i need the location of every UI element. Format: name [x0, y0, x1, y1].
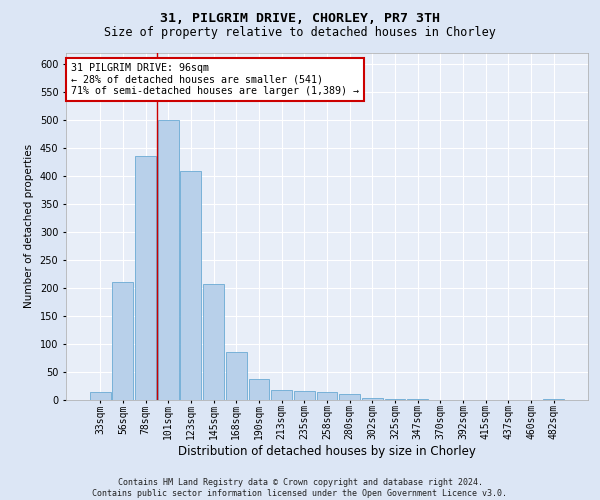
Bar [203, 284, 224, 400]
Bar [271, 390, 292, 400]
Bar [181, 172, 202, 400]
Bar [158, 120, 179, 400]
Bar [294, 391, 315, 400]
Bar [248, 380, 269, 400]
Text: 31, PILGRIM DRIVE, CHORLEY, PR7 3TH: 31, PILGRIM DRIVE, CHORLEY, PR7 3TH [160, 12, 440, 26]
Bar [317, 392, 337, 400]
Y-axis label: Number of detached properties: Number of detached properties [24, 144, 34, 308]
Bar [544, 399, 564, 400]
Bar [90, 392, 110, 400]
Bar [339, 394, 360, 400]
Bar [112, 282, 133, 400]
Bar [135, 156, 156, 400]
X-axis label: Distribution of detached houses by size in Chorley: Distribution of detached houses by size … [178, 445, 476, 458]
Text: 31 PILGRIM DRIVE: 96sqm
← 28% of detached houses are smaller (541)
71% of semi-d: 31 PILGRIM DRIVE: 96sqm ← 28% of detache… [71, 63, 359, 96]
Bar [362, 398, 383, 400]
Text: Contains HM Land Registry data © Crown copyright and database right 2024.
Contai: Contains HM Land Registry data © Crown c… [92, 478, 508, 498]
Bar [226, 352, 247, 400]
Text: Size of property relative to detached houses in Chorley: Size of property relative to detached ho… [104, 26, 496, 39]
